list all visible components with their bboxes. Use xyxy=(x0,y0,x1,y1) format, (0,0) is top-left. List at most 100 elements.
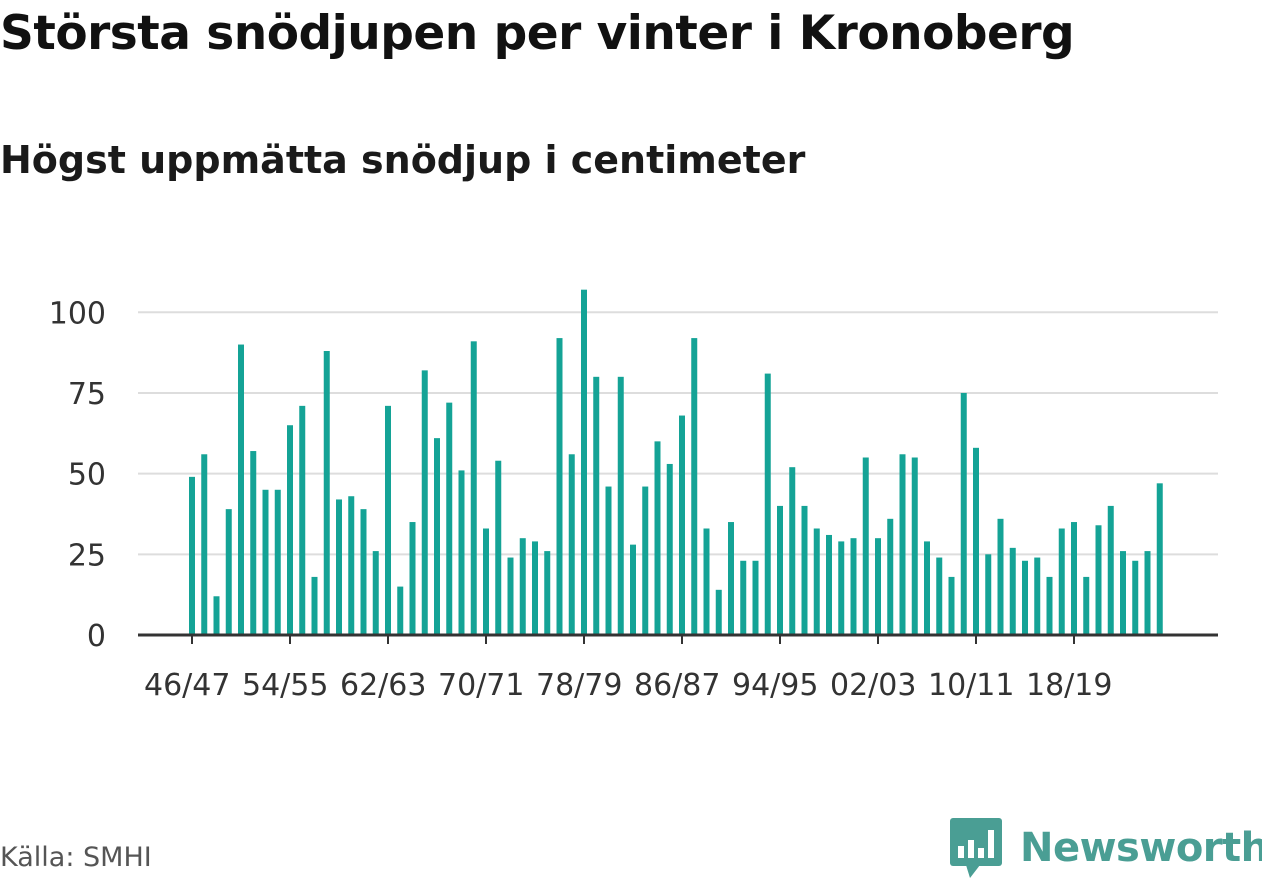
x-tick-label: 78/79 xyxy=(536,668,622,703)
bar xyxy=(507,557,514,635)
bar xyxy=(299,405,306,635)
bar xyxy=(691,338,698,635)
bar xyxy=(1046,576,1053,635)
bar xyxy=(740,560,747,635)
gridlines xyxy=(138,311,1218,556)
x-tick-label: 70/71 xyxy=(438,668,524,703)
bar xyxy=(544,551,551,635)
bar xyxy=(789,467,796,635)
bar xyxy=(495,460,502,635)
bar xyxy=(274,489,281,635)
bar xyxy=(764,373,771,635)
bar xyxy=(960,392,967,635)
bar xyxy=(666,463,673,635)
bar xyxy=(250,451,257,635)
x-tick-label: 94/95 xyxy=(732,668,818,703)
bar xyxy=(409,522,416,635)
x-axis-ticks: 46/47 54/55 62/63 70/71 78/79 86/87 94/95 02/03… xyxy=(144,635,1112,703)
bar xyxy=(1120,551,1126,635)
y-tick-label: 0 xyxy=(87,619,106,654)
bar xyxy=(1083,576,1090,635)
bar xyxy=(483,528,489,635)
y-tick-label: 50 xyxy=(68,458,106,493)
bar xyxy=(458,470,465,635)
bar xyxy=(1071,522,1077,635)
bars xyxy=(189,289,1163,635)
bar xyxy=(875,538,881,635)
bar xyxy=(385,405,391,635)
bar xyxy=(838,541,845,635)
bar xyxy=(189,476,195,635)
x-tick-label: 10/11 xyxy=(928,668,1014,703)
bar xyxy=(262,489,269,635)
bar xyxy=(850,538,857,635)
bar-chart-speech-bubble-icon xyxy=(950,818,1002,878)
bar xyxy=(1132,560,1139,635)
bar xyxy=(728,522,734,635)
bar xyxy=(642,486,649,635)
bar xyxy=(1034,557,1041,635)
bar xyxy=(752,560,759,635)
bar xyxy=(1095,525,1102,635)
bar xyxy=(630,544,636,635)
bar xyxy=(532,541,538,635)
bar xyxy=(973,447,979,635)
bar xyxy=(801,505,808,635)
bar xyxy=(421,370,428,635)
bar xyxy=(605,486,612,635)
bar xyxy=(936,557,943,635)
bar xyxy=(360,509,367,635)
bar xyxy=(323,351,330,635)
chart-title: Största snödjupen per vinter i Kronoberg xyxy=(0,6,1075,61)
bar xyxy=(1144,551,1151,635)
bar xyxy=(715,589,722,635)
y-axis-labels: 0 25 50 75 100 xyxy=(49,296,106,654)
bar xyxy=(1009,547,1016,635)
bar xyxy=(887,518,894,635)
bar xyxy=(446,402,453,635)
bar xyxy=(568,454,575,635)
bar xyxy=(519,538,526,635)
bar xyxy=(1156,483,1163,635)
bar xyxy=(617,376,624,635)
bar xyxy=(862,457,869,635)
bar xyxy=(911,457,918,635)
y-tick-label: 75 xyxy=(68,377,106,412)
bar xyxy=(899,454,906,635)
brand-name: Newsworthy xyxy=(1020,825,1262,871)
bar xyxy=(556,338,563,635)
bar xyxy=(1022,560,1028,635)
bar xyxy=(434,438,440,635)
bar xyxy=(985,554,992,635)
bar xyxy=(654,441,661,635)
bar xyxy=(213,596,220,635)
bar xyxy=(1058,528,1065,635)
bar xyxy=(372,551,379,635)
bar xyxy=(581,289,587,635)
bar xyxy=(997,518,1004,635)
x-tick-label: 46/47 xyxy=(144,668,230,703)
bar xyxy=(826,534,832,635)
bar xyxy=(348,496,355,635)
x-tick-label: 86/87 xyxy=(634,668,720,703)
source-note: Källa: SMHI xyxy=(0,842,152,873)
x-tick-label: 18/19 xyxy=(1026,668,1112,703)
bar xyxy=(397,586,404,635)
y-tick-label: 25 xyxy=(68,538,106,573)
bar xyxy=(948,576,955,635)
x-tick-label: 02/03 xyxy=(830,668,916,703)
bar xyxy=(777,505,783,635)
bar xyxy=(470,341,477,635)
y-tick-label: 100 xyxy=(49,296,106,331)
bar xyxy=(679,415,685,635)
bar xyxy=(703,528,710,635)
x-tick-label: 54/55 xyxy=(242,668,328,703)
chart-subtitle: Högst uppmätta snödjup i centimeter xyxy=(0,138,806,182)
bar xyxy=(201,454,208,635)
bar xyxy=(813,528,820,635)
x-tick-label: 62/63 xyxy=(340,668,426,703)
bar xyxy=(225,509,232,635)
bar xyxy=(287,425,293,635)
bar xyxy=(238,344,244,635)
